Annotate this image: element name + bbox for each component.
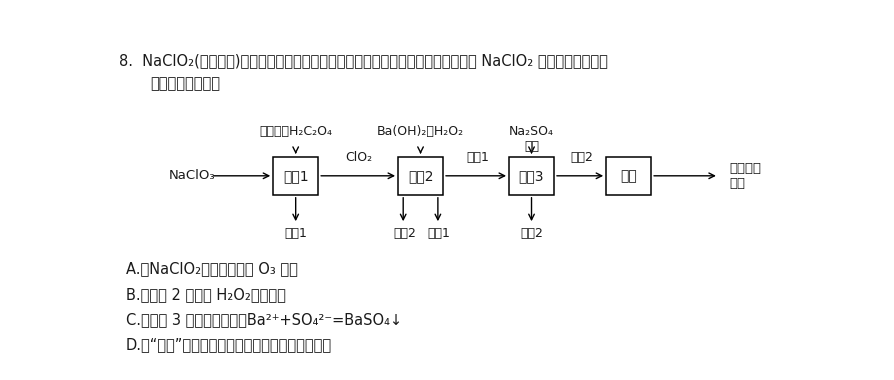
Text: 稀硫酸、H₂C₂O₄: 稀硫酸、H₂C₂O₄ — [259, 125, 332, 138]
Text: 亚氯酸钓
粗品: 亚氯酸钓 粗品 — [729, 162, 761, 190]
Text: B.　反应 2 过程中 H₂O₂作还原剂: B. 反应 2 过程中 H₂O₂作还原剂 — [125, 287, 285, 302]
Text: 气体1: 气体1 — [284, 227, 307, 240]
Text: ClO₂: ClO₂ — [345, 151, 372, 164]
Text: 8.  NaClO₂(亚氯酸钓)是造纸工业中常见的漂白剂，与可燃物接触易爆炸。一种制备 NaClO₂ 的流程如图所示，: 8. NaClO₂(亚氯酸钓)是造纸工业中常见的漂白剂，与可燃物接触易爆炸。一种… — [119, 53, 607, 68]
Bar — [273, 157, 318, 195]
Text: D.　“分离”操作过程包括结晶、过滤、乙醇洗涂等: D. “分离”操作过程包括结晶、过滤、乙醇洗涂等 — [125, 337, 332, 353]
Text: 气体2: 气体2 — [392, 227, 416, 240]
Text: Na₂SO₄
溶液: Na₂SO₄ 溶液 — [509, 125, 553, 153]
Text: 滤液1: 滤液1 — [466, 151, 488, 164]
Text: Ba(OH)₂、H₂O₂: Ba(OH)₂、H₂O₂ — [376, 125, 464, 138]
Text: 下列说法错误的是: 下列说法错误的是 — [150, 76, 220, 91]
Bar — [509, 157, 553, 195]
Bar — [398, 157, 443, 195]
Text: 滤液2: 滤液2 — [570, 151, 593, 164]
Text: A.　NaClO₂的漂白原理与 O₃ 相似: A. NaClO₂的漂白原理与 O₃ 相似 — [125, 261, 298, 276]
Text: C.　反应 3 的离子方程式：Ba²⁺+SO₄²⁻=BaSO₄↓: C. 反应 3 的离子方程式：Ba²⁺+SO₄²⁻=BaSO₄↓ — [125, 312, 401, 328]
Text: 滤朴1: 滤朴1 — [427, 227, 451, 240]
Text: 滤朴2: 滤朴2 — [519, 227, 543, 240]
Text: 分离: 分离 — [620, 169, 637, 183]
Text: 反应2: 反应2 — [408, 169, 433, 183]
Text: 反应1: 反应1 — [283, 169, 308, 183]
Text: 反应3: 反应3 — [519, 169, 544, 183]
Bar — [605, 157, 651, 195]
Text: NaClO₃: NaClO₃ — [168, 169, 215, 182]
